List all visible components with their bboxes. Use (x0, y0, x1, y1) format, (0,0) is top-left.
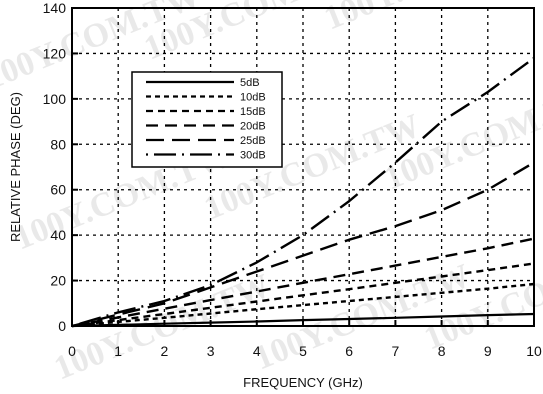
x-tick-label: 0 (68, 343, 76, 359)
x-tick-label: 10 (526, 343, 542, 359)
y-tick-label: 20 (50, 273, 66, 289)
y-tick-label: 80 (50, 136, 66, 152)
x-tick-label: 2 (161, 343, 169, 359)
series-line-20dB (71, 237, 535, 328)
y-tick-label: 120 (43, 45, 67, 61)
x-tick-label: 3 (207, 343, 215, 359)
legend-box (131, 71, 283, 168)
y-tick-label: 0 (58, 318, 66, 334)
x-tick-label: 8 (438, 343, 446, 359)
x-tick-label: 1 (114, 343, 122, 359)
y-tick-label: 100 (43, 91, 67, 107)
chart-legend: 5dB 10dB 15dB 20dB 25dB 30dB (131, 71, 283, 168)
x-tick-label: 7 (392, 343, 400, 359)
y-tick-label: 140 (43, 0, 67, 16)
legend-label: 20dB (240, 121, 266, 133)
series-line-30dB (71, 57, 535, 328)
legend-label: 10dB (240, 92, 266, 104)
legend-label: 15dB (240, 106, 266, 118)
x-tick-label: 6 (345, 343, 353, 359)
x-tick-label: 4 (253, 343, 261, 359)
y-tick-label: 60 (50, 182, 66, 198)
watermark-text: 100Y.COM.TW (319, 0, 543, 37)
x-tick-label: 5 (299, 343, 307, 359)
x-axis-label: FREQUENCY (GHz) (243, 375, 363, 390)
legend-label: 5dB (240, 77, 260, 89)
x-tick-label: 9 (484, 343, 492, 359)
watermark-text: 100Y.COM.TW (49, 267, 275, 387)
legend-label: 25dB (240, 135, 266, 147)
series-line-15dB (71, 262, 535, 328)
series-line-25dB (71, 161, 535, 328)
y-axis-label: RELATIVE PHASE (DEG) (8, 92, 23, 242)
legend-label: 30dB (240, 150, 266, 162)
y-tick-label: 40 (50, 227, 66, 243)
